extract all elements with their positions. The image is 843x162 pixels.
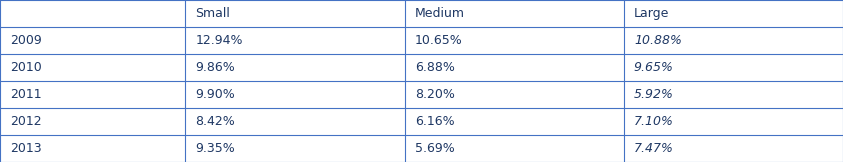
Text: Small: Small [196,7,230,20]
Text: 9.90%: 9.90% [196,88,235,101]
Text: 10.65%: 10.65% [415,34,463,47]
Text: 8.20%: 8.20% [415,88,454,101]
Text: 2011: 2011 [10,88,42,101]
Text: 2012: 2012 [10,115,42,128]
Text: 12.94%: 12.94% [196,34,243,47]
Text: Large: Large [634,7,669,20]
Text: 5.69%: 5.69% [415,142,454,155]
Text: Medium: Medium [415,7,464,20]
Text: 9.65%: 9.65% [634,61,674,74]
Text: 10.88%: 10.88% [634,34,682,47]
Text: 5.92%: 5.92% [634,88,674,101]
Text: 2009: 2009 [10,34,42,47]
Text: 6.16%: 6.16% [415,115,454,128]
Text: 9.35%: 9.35% [196,142,235,155]
Text: 2013: 2013 [10,142,42,155]
Text: 8.42%: 8.42% [196,115,235,128]
Text: 9.86%: 9.86% [196,61,235,74]
Text: 7.47%: 7.47% [634,142,674,155]
Text: 6.88%: 6.88% [415,61,454,74]
Text: 2010: 2010 [10,61,42,74]
Text: 7.10%: 7.10% [634,115,674,128]
